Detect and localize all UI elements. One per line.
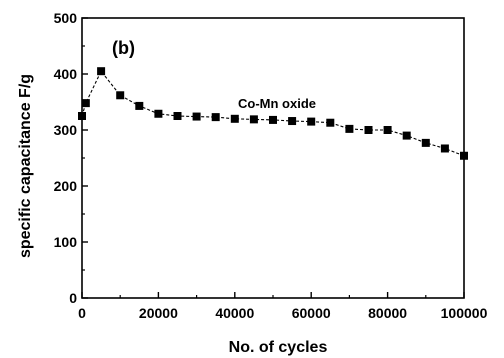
plot-frame [81,17,465,299]
data-point [269,115,277,124]
data-point [249,115,258,124]
data-point [173,112,182,120]
data-point [402,131,411,140]
x-tick-label: 20000 [139,305,178,321]
x-tick-label: 80000 [368,305,407,321]
y-tick-label: 300 [54,122,78,138]
labels-group: (b) Co-Mn oxide No. of cycles specific c… [17,38,327,356]
data-point [81,99,90,108]
plot-area: 0 100 200 300 400 500 0 20000 40000 60000 80000 100… [54,10,488,321]
y-tick-label: 0 [69,290,77,306]
data-point [135,101,144,110]
series-line [81,70,465,157]
y-tick-label: 400 [54,66,78,82]
y-tick-label: 200 [54,178,78,194]
data-point [440,144,449,153]
data-point [154,109,163,118]
data-point [364,126,373,134]
y-axis-title: specific capacitance F/g [17,74,34,258]
data-point [97,67,106,76]
series-label: Co-Mn oxide [238,96,316,111]
data-point [383,126,392,134]
y-tick-label: 100 [54,234,78,250]
x-tick-label: 0 [78,305,86,321]
data-point [326,118,335,127]
x-axis-title: No. of cycles [229,339,328,356]
data-point [116,91,125,100]
data-point [288,117,297,126]
series-group [78,67,468,160]
data-point [460,151,468,160]
x-tick-label: 100000 [441,305,488,321]
data-point [211,113,220,122]
data-point [421,138,430,147]
x-tick-label: 60000 [292,305,331,321]
data-point [307,117,316,126]
panel-label: (b) [112,38,135,58]
data-point [192,112,201,121]
data-point [345,124,354,133]
y-tick-label: 500 [54,10,78,26]
x-tick-label: 40000 [215,305,254,321]
data-point [78,112,86,120]
data-point [230,114,239,123]
